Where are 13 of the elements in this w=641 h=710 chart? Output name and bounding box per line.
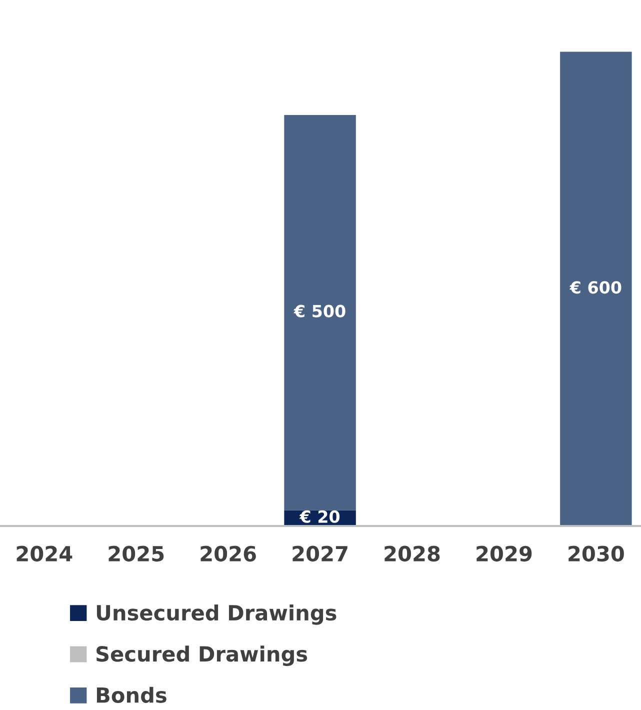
- legend-label: Secured Drawings: [96, 646, 308, 666]
- data-label: € 500: [294, 304, 346, 318]
- x-tick-label: 2025: [108, 546, 164, 562]
- x-tick-label: 2026: [200, 546, 256, 562]
- x-tick-label: 2030: [568, 546, 624, 562]
- data-label: € 600: [570, 281, 622, 294]
- x-tick-label: 2028: [384, 546, 440, 562]
- x-tick-label: 2024: [16, 546, 72, 562]
- x-tick-label: 2029: [476, 546, 532, 562]
- legend-label: Unsecured Drawings: [96, 604, 336, 625]
- legend-label: Bonds: [96, 686, 166, 703]
- x-tick-label: 2027: [292, 546, 348, 562]
- data-label: € 20: [299, 510, 340, 523]
